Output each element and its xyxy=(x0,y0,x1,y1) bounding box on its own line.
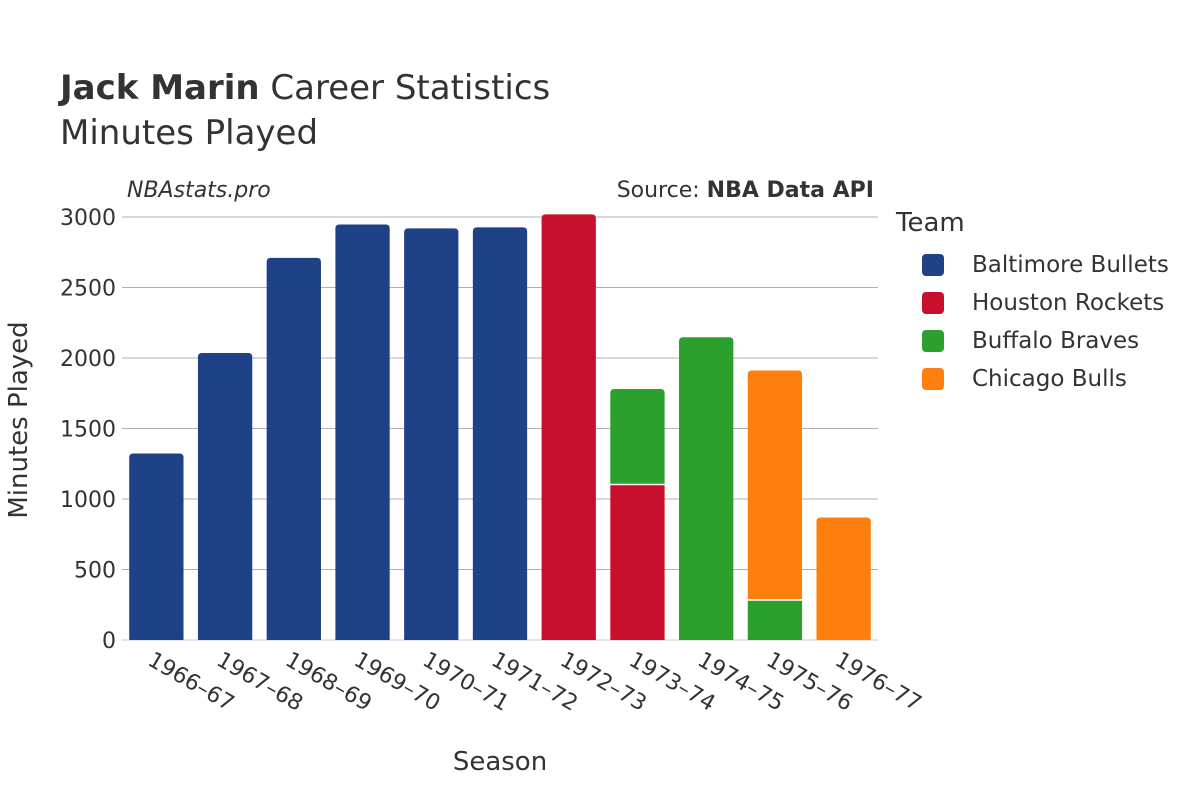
bars xyxy=(129,214,871,641)
bar-segment xyxy=(472,227,528,640)
legend-swatch xyxy=(922,254,944,276)
chart-subtitle: Minutes Played xyxy=(60,113,319,153)
site-watermark: NBAstats.pro xyxy=(127,178,271,203)
y-axis-ticks: 0 500 1000 1500 2000 2500 3000 xyxy=(60,206,116,654)
legend-item[interactable]: Baltimore Bullets xyxy=(896,246,1169,284)
y-tick-label: 2500 xyxy=(60,277,116,302)
y-tick-label: 0 xyxy=(102,629,116,654)
source-prefix: Source: xyxy=(616,178,707,203)
title-suffix: Career Statistics xyxy=(259,68,551,108)
x-axis-label: Season xyxy=(453,747,547,777)
legend-swatch xyxy=(922,292,944,314)
legend: Team Baltimore Bullets Houston Rockets Buf… xyxy=(896,208,1169,398)
bar-segment xyxy=(816,517,871,640)
bar-segment xyxy=(747,599,803,640)
legend-label: Buffalo Braves xyxy=(972,328,1140,354)
bar-segment xyxy=(679,337,734,640)
bar-segment xyxy=(266,257,321,640)
legend-title: Team xyxy=(896,208,965,238)
legend-item[interactable]: Chicago Bulls xyxy=(896,360,1169,398)
bar-segment xyxy=(404,228,459,640)
source-name: NBA Data API xyxy=(706,178,874,203)
bar-segment xyxy=(610,484,665,640)
y-tick-label: 500 xyxy=(74,559,116,584)
bar-segment xyxy=(129,453,184,640)
bar-segment xyxy=(747,370,803,600)
bar-segment xyxy=(335,224,390,641)
legend-item[interactable]: Buffalo Braves xyxy=(896,322,1169,360)
bar-segment xyxy=(197,352,253,640)
legend-swatch xyxy=(922,368,944,390)
bar-segment xyxy=(610,389,665,485)
y-tick-label: 1500 xyxy=(60,418,116,443)
player-name: Jack Marin xyxy=(60,68,260,108)
y-tick-label: 1000 xyxy=(60,488,116,513)
y-tick-label: 3000 xyxy=(60,206,116,231)
y-tick-label: 2000 xyxy=(60,347,116,372)
x-axis-ticks: 1966–671967–681968–691969–701970–711971–… xyxy=(143,648,925,717)
legend-label: Chicago Bulls xyxy=(972,366,1127,392)
legend-swatch xyxy=(922,330,944,352)
bar-segment xyxy=(541,214,596,641)
chart-title: Jack Marin Career Statistics xyxy=(60,68,550,108)
legend-item[interactable]: Houston Rockets xyxy=(896,284,1169,322)
legend-label: Houston Rockets xyxy=(972,290,1165,316)
y-axis-label: Minutes Played xyxy=(4,321,34,518)
source-credit: Source: NBA Data API xyxy=(617,178,874,203)
legend-items: Baltimore Bullets Houston Rockets Buffalo … xyxy=(896,246,1169,398)
legend-label: Baltimore Bullets xyxy=(972,252,1169,278)
